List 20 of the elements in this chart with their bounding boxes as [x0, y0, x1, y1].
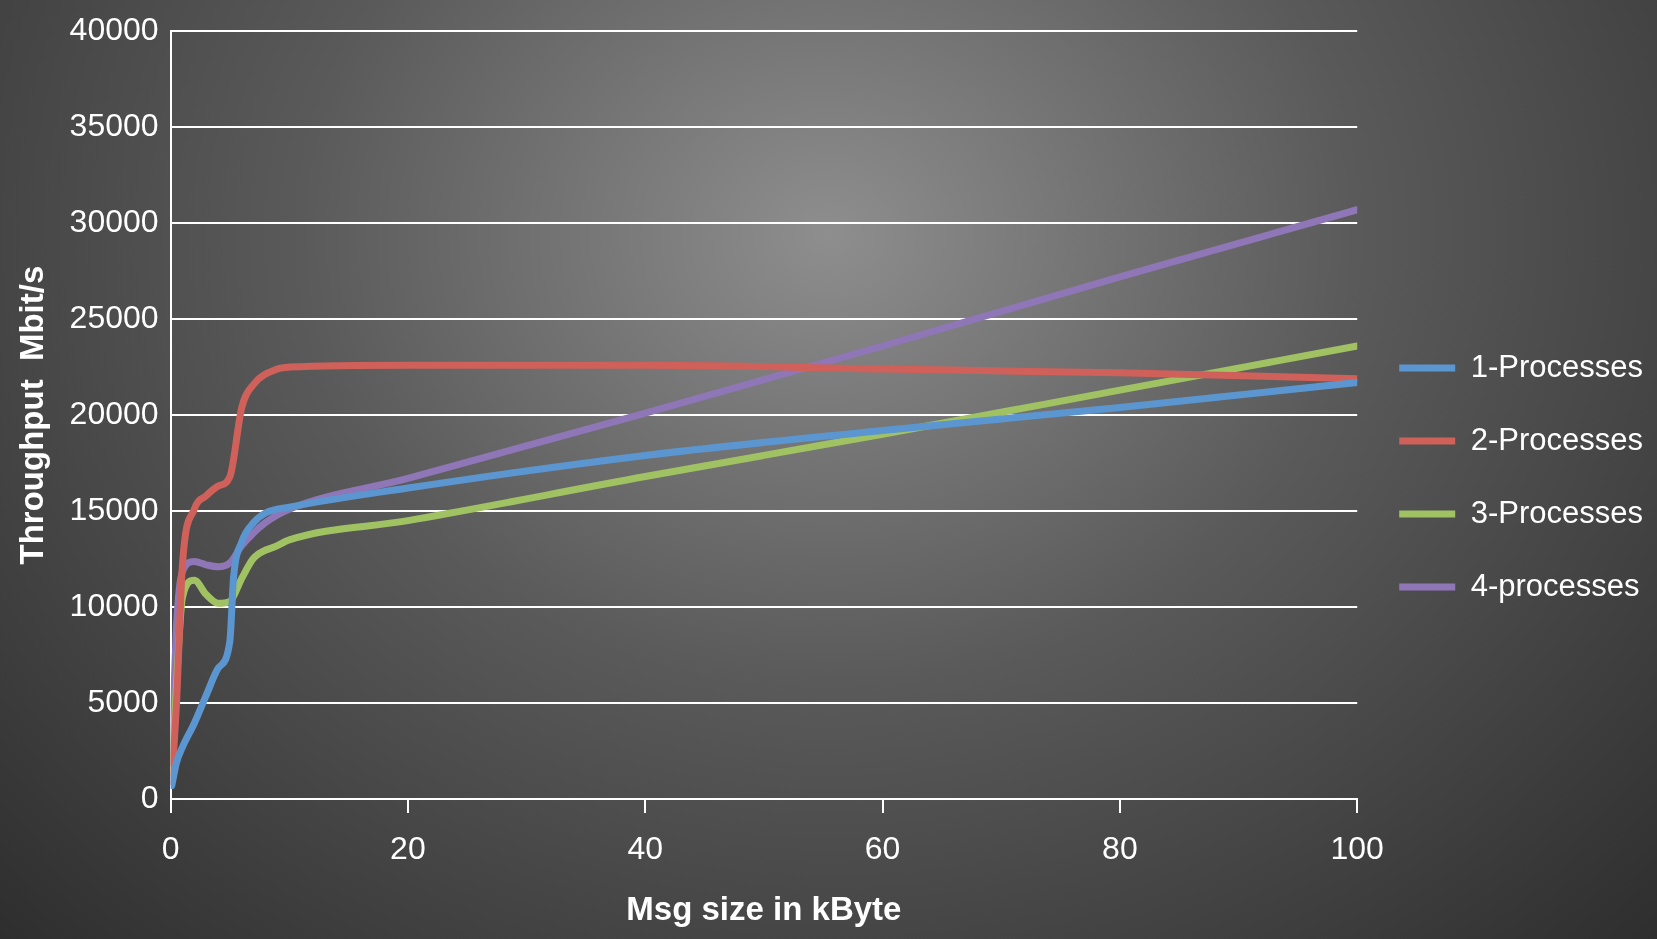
- x-tick-label: 20: [390, 830, 426, 867]
- x-tick-label: 40: [627, 830, 664, 867]
- y-tick-label: 40000: [69, 11, 159, 48]
- y-tick-label: 25000: [69, 298, 159, 335]
- y-tick-label: 10000: [69, 586, 159, 623]
- y-tick-label: 5000: [87, 682, 159, 719]
- x-axis-title: Msg size in kByte: [626, 890, 902, 928]
- y-tick-label: 35000: [69, 107, 159, 143]
- y-tick-label: 30000: [69, 202, 159, 239]
- y-tick-label: 15000: [69, 490, 159, 527]
- y-tick-label: 20000: [69, 394, 159, 431]
- legend-label: 1-Processes: [1470, 348, 1644, 384]
- x-tick-label: 100: [1330, 830, 1384, 867]
- legend-label: 4-processes: [1470, 567, 1640, 603]
- x-tick-label: 80: [1102, 830, 1138, 867]
- y-axis-title: Throughput Mbit/s: [12, 265, 50, 565]
- y-tick-label: 0: [140, 778, 159, 815]
- x-tick-label: 60: [864, 830, 901, 867]
- legend-label: 3-Processes: [1470, 494, 1644, 530]
- legend-label: 2-Processes: [1470, 421, 1644, 457]
